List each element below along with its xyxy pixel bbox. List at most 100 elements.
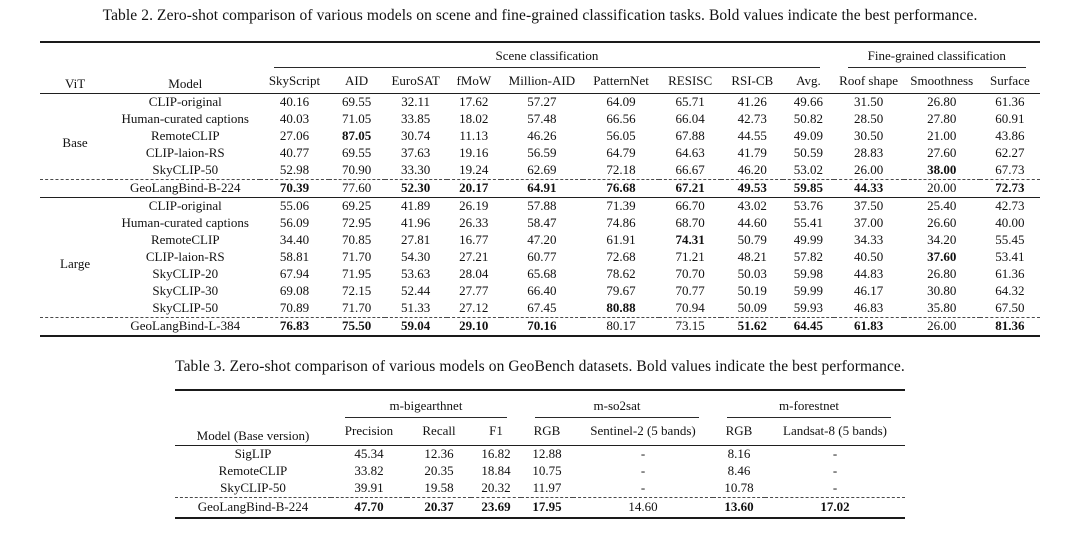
value-cell: 26.19: [446, 196, 501, 215]
value-cell: 41.96: [401, 214, 431, 230]
value-cell: 69.25: [328, 196, 385, 215]
value-cell: 79.67: [606, 282, 636, 298]
value-cell: 64.45: [783, 316, 834, 336]
col-group-fine-grained-classification: Fine-grained classification: [834, 42, 1040, 69]
value-cell: 27.12: [459, 299, 489, 315]
col-header-fmow: fMoW: [446, 69, 501, 94]
value-cell: 69.55: [341, 144, 372, 160]
value-cell: -: [640, 480, 646, 496]
table2-caption: Table 2. Zero-shot comparison of various…: [102, 7, 978, 24]
vit-group-label: Base: [62, 135, 88, 151]
value-cell: 53.41: [995, 248, 1025, 264]
table-row: SkyCLIP-50 70.89 71.70 51.33 27.12 67.45 80.88…: [40, 300, 1040, 317]
value-cell: 40.03: [279, 110, 310, 126]
value-cell: 77.60: [328, 178, 385, 198]
value-cell: 50.03: [737, 265, 767, 281]
table-row: SkyCLIP-30 69.08 72.15 52.44 27.77 66.40 79.67…: [40, 283, 1040, 300]
model-name-cell: RemoteCLIP: [150, 127, 220, 143]
value-cell: 13.60: [713, 497, 765, 518]
value-cell: 71.70: [341, 299, 372, 315]
value-cell: 40.16: [279, 94, 310, 109]
value-cell: 75.50: [328, 316, 385, 336]
value-cell: 61.83: [833, 316, 904, 336]
value-cell: 46.17: [853, 282, 884, 298]
table3-header-row-groups: Model (Base version) m-bigearthnet m-so2sa…: [174, 389, 905, 446]
value-cell: 59.98: [793, 265, 824, 281]
table2-body: Base CLIP-original 40.16 69.55 32.11 17.62 57.…: [40, 94, 1040, 336]
table3-body: SigLIP 45.34 12.36 16.82 12.88-8.16- RemoteCL…: [174, 445, 906, 518]
table-row: SkyCLIP-50 39.91 19.58 20.32 11.97 - 10.78 -: [175, 480, 905, 498]
value-cell: 20.00: [903, 178, 980, 198]
model-name-cell: GeoLangBind-B-224: [110, 178, 261, 198]
value-cell: 65.71: [675, 94, 705, 109]
value-cell: 69.55: [341, 94, 372, 109]
value-cell: 58.81: [279, 248, 310, 264]
value-cell: 71.70: [341, 248, 372, 264]
value-cell: 72.18: [606, 161, 636, 177]
model-name-cell: Human-curated captions: [121, 214, 249, 230]
value-cell: 14.60: [572, 497, 713, 518]
value-cell: 12.88: [532, 445, 562, 461]
value-cell: 61.91: [606, 231, 636, 247]
col-header-vit: ViT: [40, 42, 111, 94]
value-cell: 20.17: [446, 178, 501, 198]
value-cell: 42.73: [737, 110, 767, 126]
value-cell: 53.76: [783, 196, 834, 215]
value-cell: 51.62: [721, 316, 784, 336]
value-cell: 64.32: [995, 282, 1025, 298]
value-cell: 31.50: [853, 94, 884, 109]
value-cell: 50.79: [737, 231, 767, 247]
model-name-cell: CLIP-laion-RS: [145, 248, 225, 264]
value-cell: 45.34: [354, 445, 384, 461]
table2-header-row-columns: SkyScript AID EuroSAT fMoW Million-AID Patter…: [40, 69, 1040, 94]
model-name-cell: RemoteCLIP: [218, 462, 288, 478]
value-cell: 41.89: [384, 196, 447, 215]
value-cell: 26.33: [459, 214, 489, 230]
table-row: SigLIP 45.34 12.36 16.82 12.88 - 8.16 -: [175, 445, 905, 463]
value-cell: 71.05: [341, 110, 372, 126]
col-group-label: m-bigearthnet: [344, 398, 507, 418]
value-cell: 61.36: [995, 265, 1025, 281]
value-cell: 53.63: [401, 265, 431, 281]
value-cell: 59.93: [793, 299, 824, 315]
table2-head: ViT Model Scene classification Fine-grained…: [40, 42, 1040, 94]
value-cell: 11.97: [532, 480, 562, 496]
model-name-cell: SkyCLIP-20: [152, 265, 219, 281]
col-group-label: m-so2sat: [534, 398, 699, 418]
value-cell: 49.66: [793, 94, 824, 109]
value-cell: 55.06: [260, 196, 329, 215]
model-name-cell: RemoteCLIP: [150, 231, 220, 247]
value-cell: 50.09: [737, 299, 767, 315]
value-cell: 46.20: [737, 161, 767, 177]
value-cell: 8.46: [727, 462, 751, 478]
table-row: Large CLIP-original 55.06 69.25 41.89 26.19 57…: [40, 196, 1040, 318]
value-cell: 61.36: [995, 94, 1025, 109]
value-cell: 17.95: [520, 497, 573, 518]
value-cell: -: [640, 462, 646, 478]
table-row-highlight: GeoLangBind-B-224 47.70 20.37 23.69 17.95 14.…: [174, 497, 906, 518]
table-row-highlight: GeoLangBind-B-224 70.39 77.60 52.30 20.17 64.…: [40, 178, 1040, 198]
value-cell: 70.77: [675, 282, 705, 298]
value-cell: 32.11: [401, 94, 431, 109]
value-cell: 34.33: [853, 231, 884, 247]
value-cell: 57.27: [527, 94, 557, 109]
table3: Model (Base version) m-bigearthnet m-so2sa…: [174, 388, 906, 519]
value-cell: 74.31: [675, 231, 705, 247]
value-cell: 59.04: [384, 316, 447, 336]
col-header-f1: F1: [470, 418, 521, 446]
value-cell: 33.82: [354, 462, 384, 478]
value-cell: 10.75: [532, 462, 562, 478]
value-cell: 26.80: [927, 94, 957, 109]
value-cell: 51.33: [401, 299, 431, 315]
value-cell: 52.44: [401, 282, 431, 298]
col-group-m-forestnet: m-forestnet: [713, 390, 905, 419]
value-cell: 57.82: [793, 248, 824, 264]
value-cell: 74.86: [606, 214, 636, 230]
col-group-m-bigearthnet: m-bigearthnet: [331, 390, 521, 419]
value-cell: 35.80: [927, 299, 957, 315]
value-cell: 71.21: [675, 248, 705, 264]
value-cell: 55.45: [995, 231, 1025, 247]
value-cell: 25.40: [903, 196, 980, 215]
value-cell: 67.50: [995, 299, 1025, 315]
value-cell: 50.19: [737, 282, 767, 298]
